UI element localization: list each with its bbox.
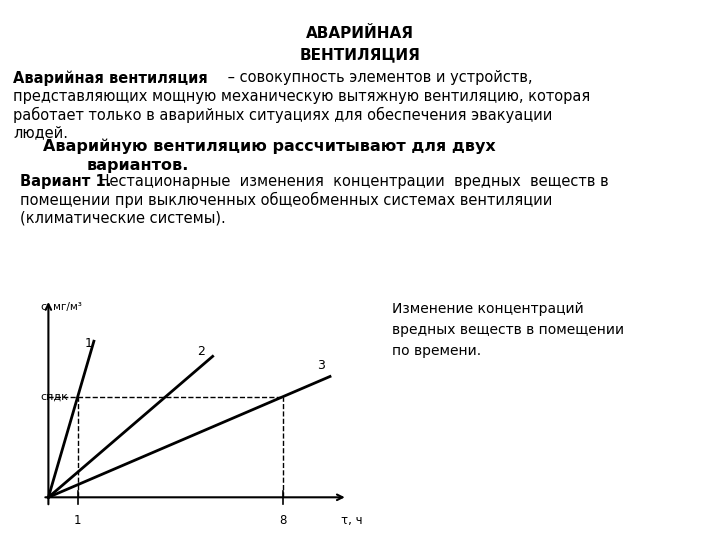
Text: Аварийная вентиляция: Аварийная вентиляция: [13, 70, 207, 86]
Text: Аварийную вентиляцию рассчитывают для двух: Аварийную вентиляцию рассчитывают для дв…: [43, 139, 496, 154]
Text: – совокупность элементов и устройств,: – совокупность элементов и устройств,: [223, 70, 533, 85]
Text: Вариант 1.: Вариант 1.: [20, 174, 112, 189]
Text: 2: 2: [197, 345, 205, 358]
Text: вариантов.: вариантов.: [86, 158, 189, 173]
Text: ВЕНТИЛЯЦИЯ: ВЕНТИЛЯЦИЯ: [300, 48, 420, 63]
Text: (климатические системы).: (климатические системы).: [20, 211, 226, 226]
Text: с: с: [40, 302, 46, 313]
Text: работает только в аварийных ситуациях для обеспечения эвакуации: работает только в аварийных ситуациях дл…: [13, 107, 552, 123]
Text: 8: 8: [279, 514, 287, 526]
Text: мг/м³: мг/м³: [53, 302, 81, 313]
Text: 1: 1: [85, 338, 93, 350]
Text: спдк: спдк: [40, 392, 68, 402]
Text: Изменение концентраций
вредных веществ в помещении
по времени.: Изменение концентраций вредных веществ в…: [392, 302, 624, 357]
Text: людей.: людей.: [13, 125, 68, 140]
Text: АВАРИЙНАЯ: АВАРИЙНАЯ: [306, 26, 414, 41]
Text: представляющих мощную механическую вытяжную вентиляцию, которая: представляющих мощную механическую вытяж…: [13, 89, 590, 104]
Text: помещении при выключенных общеобменных системах вентиляции: помещении при выключенных общеобменных с…: [20, 192, 552, 208]
Text: τ, ч: τ, ч: [341, 514, 363, 526]
Text: Нестационарные  изменения  концентрации  вредных  веществ в: Нестационарные изменения концентрации вр…: [94, 174, 608, 189]
Text: 1: 1: [74, 514, 81, 526]
Text: 3: 3: [318, 359, 325, 372]
